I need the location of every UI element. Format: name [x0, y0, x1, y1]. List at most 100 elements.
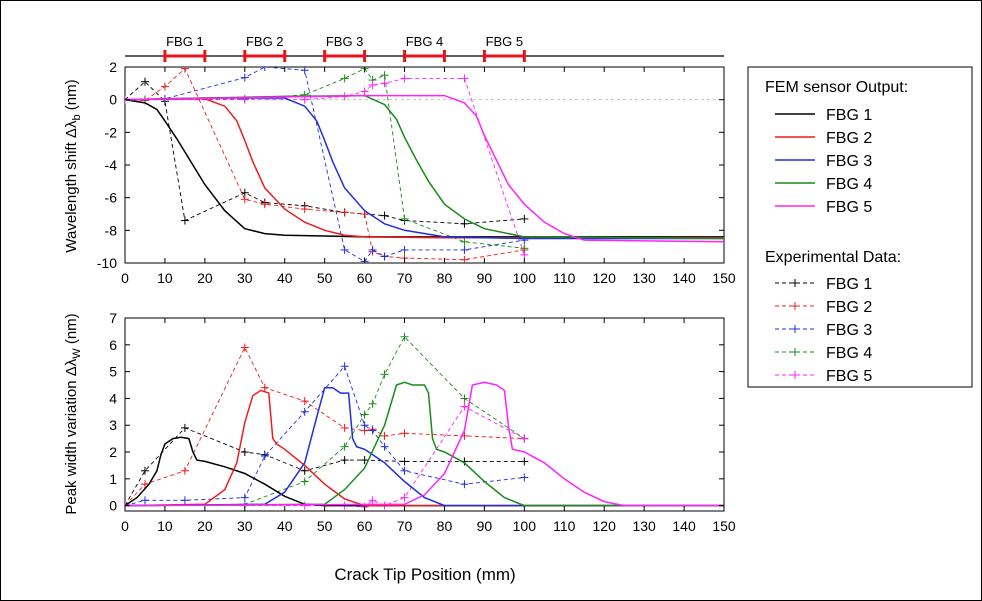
top-exp-fbg-5-point	[380, 79, 389, 88]
top-exp-fbg-2-point	[300, 205, 309, 214]
top-x-tick-label: 100	[513, 270, 537, 286]
top-x-tick-label: 90	[477, 270, 493, 286]
top-x-tick-label: 120	[593, 270, 617, 286]
top-y-tick-label: -4	[105, 157, 118, 173]
svg-text:FBG 2: FBG 2	[826, 130, 872, 147]
bottom-exp-fbg-5-point	[300, 501, 309, 510]
top-exp-fbg-1-point	[180, 216, 189, 225]
bottom-fem-fbg-4-line	[125, 381, 724, 507]
bottom-exp-fbg-2-point	[180, 466, 189, 475]
top-exp-fbg-2-point	[260, 200, 269, 209]
bottom-exp-fbg-4-point	[300, 477, 309, 486]
top-exp-fbg-1-point	[460, 219, 469, 228]
bottom-exp-fbg-3-point	[240, 493, 249, 502]
top-exp-fbg-2-point	[180, 67, 189, 73]
bottom-x-tick-label: 150	[712, 518, 736, 534]
top-exp-fbg-4-point	[380, 71, 389, 80]
bottom-x-tick-label: 100	[513, 518, 537, 534]
top-exp-fbg-3-point	[460, 245, 469, 254]
bottom-plot-frame	[124, 317, 725, 512]
legend-fem-fbg-5: FBG 5	[775, 199, 872, 216]
bottom-x-tick-label: 70	[397, 518, 413, 534]
top-x-tick-label: 20	[197, 270, 213, 286]
svg-text:FBG 4: FBG 4	[826, 345, 872, 362]
bottom-exp-fbg-3-point	[460, 480, 469, 489]
bottom-x-tick-label: 40	[277, 518, 293, 534]
legend-exp-fbg-1: FBG 1	[775, 276, 872, 293]
top-y-tick-label: -2	[105, 124, 118, 140]
bottom-exp-fbg-2-point	[240, 343, 249, 352]
bottom-exp-fbg-3-point	[380, 442, 389, 451]
svg-text:FBG 2: FBG 2	[826, 299, 872, 316]
bottom-exp-fbg-3-point	[300, 407, 309, 416]
bottom-exp-fbg-1-point	[180, 423, 189, 432]
bottom-exp-fbg-3-point	[368, 426, 377, 435]
top-y-tick-label: 2	[109, 59, 117, 75]
top-y-tick-label: -10	[97, 255, 117, 271]
bottom-fem-fbg-2-line	[125, 389, 724, 507]
top-x-tick-label: 0	[121, 270, 129, 286]
svg-text:FBG 1: FBG 1	[826, 107, 872, 124]
top-exp-fbg-3-point	[240, 73, 249, 82]
bottom-x-tick-label: 110	[553, 518, 576, 534]
svg-text:FBG 3: FBG 3	[826, 322, 872, 339]
bottom-series-group	[125, 332, 724, 511]
bottom-exp-fbg-1-point	[140, 466, 149, 475]
top-exp-fbg-5-point	[520, 250, 529, 259]
top-exp-fbg-3-point	[380, 252, 389, 261]
bottom-x-tick-label: 130	[632, 518, 656, 534]
top-x-tick-label: 140	[672, 270, 696, 286]
bottom-y-tick-label: 2	[109, 444, 117, 460]
bottom-exp-fbg-5-point	[460, 402, 469, 411]
top-exp-fbg-1-point	[140, 77, 149, 86]
svg-text:FBG 4: FBG 4	[826, 176, 872, 193]
bottom-exp-fbg-3-point	[360, 421, 369, 430]
top-exp-fbg-2-point	[340, 208, 349, 217]
bottom-exp-fbg-3-point	[180, 496, 189, 505]
top-exp-fbg-5-point	[360, 87, 369, 96]
top-axis-ticks: 0 10 20 30 40 50 60 70 80 90 100 110 120 130 140 15020-…	[97, 59, 736, 286]
legend: FEM sensor Output: Experimental Data: FB…	[747, 66, 973, 388]
top-exp-fbg-1-point	[380, 211, 389, 220]
top-fem-fbg-3-line	[125, 97, 724, 240]
svg-text:FBG 1: FBG 1	[826, 276, 872, 293]
top-exp-fbg-3-point	[260, 67, 269, 71]
top-exp-fbg-5-line	[125, 77, 525, 255]
bottom-exp-fbg-4-point	[400, 332, 409, 341]
legend-exp-fbg-4: FBG 4	[775, 345, 872, 362]
top-fem-fbg-4-line	[125, 94, 724, 240]
top-exp-fbg-4-point	[400, 214, 409, 223]
top-x-tick-label: 50	[317, 270, 333, 286]
sensor-segment-fbg-4	[403, 50, 446, 62]
sensor-segment-fbg-3	[323, 50, 367, 62]
bottom-fem-fbg-3-line	[125, 386, 724, 507]
top-exp-fbg-3-point	[368, 245, 377, 254]
legend-exp-fbg-3: FBG 3	[775, 322, 872, 339]
bottom-x-tick-label: 30	[237, 518, 253, 534]
top-x-tick-label: 110	[553, 270, 576, 286]
top-x-tick-label: 70	[397, 270, 413, 286]
legend-exp-fbg-2: FBG 2	[775, 299, 872, 316]
legend-exp-title: Experimental Data:	[765, 249, 901, 266]
top-y-axis-label: Wavelength shift Δλb (nm)	[63, 79, 83, 252]
top-exp-fbg-4-point	[460, 237, 469, 246]
bottom-exp-fbg-1-point	[360, 456, 369, 465]
legend-fem-fbg-2: FBG 2	[775, 130, 872, 147]
sensor-label: FBG 4	[406, 34, 444, 49]
bottom-y-tick-label: 6	[109, 337, 117, 353]
top-x-tick-label: 80	[437, 270, 453, 286]
bottom-exp-fbg-4-point	[380, 370, 389, 379]
bottom-y-axis-label: Peak width variation ΔλW (nm)	[63, 313, 83, 514]
bottom-exp-fbg-1-point	[400, 457, 409, 466]
top-x-tick-label: 60	[357, 270, 373, 286]
bottom-exp-fbg-2-point	[400, 429, 409, 438]
bottom-exp-fbg-4-point	[360, 410, 369, 419]
sensor-segment-fbg-5	[482, 50, 526, 62]
top-y-tick-label: 0	[109, 92, 117, 108]
bottom-exp-fbg-3-point	[400, 466, 409, 475]
top-x-tick-label: 10	[157, 270, 173, 286]
bottom-exp-fbg-1-point	[340, 456, 349, 465]
top-fem-fbg-2-line	[125, 98, 724, 239]
top-exp-fbg-3-point	[340, 245, 349, 254]
